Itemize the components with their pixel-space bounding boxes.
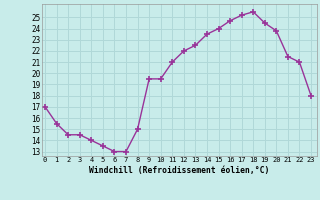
- X-axis label: Windchill (Refroidissement éolien,°C): Windchill (Refroidissement éolien,°C): [89, 166, 269, 175]
